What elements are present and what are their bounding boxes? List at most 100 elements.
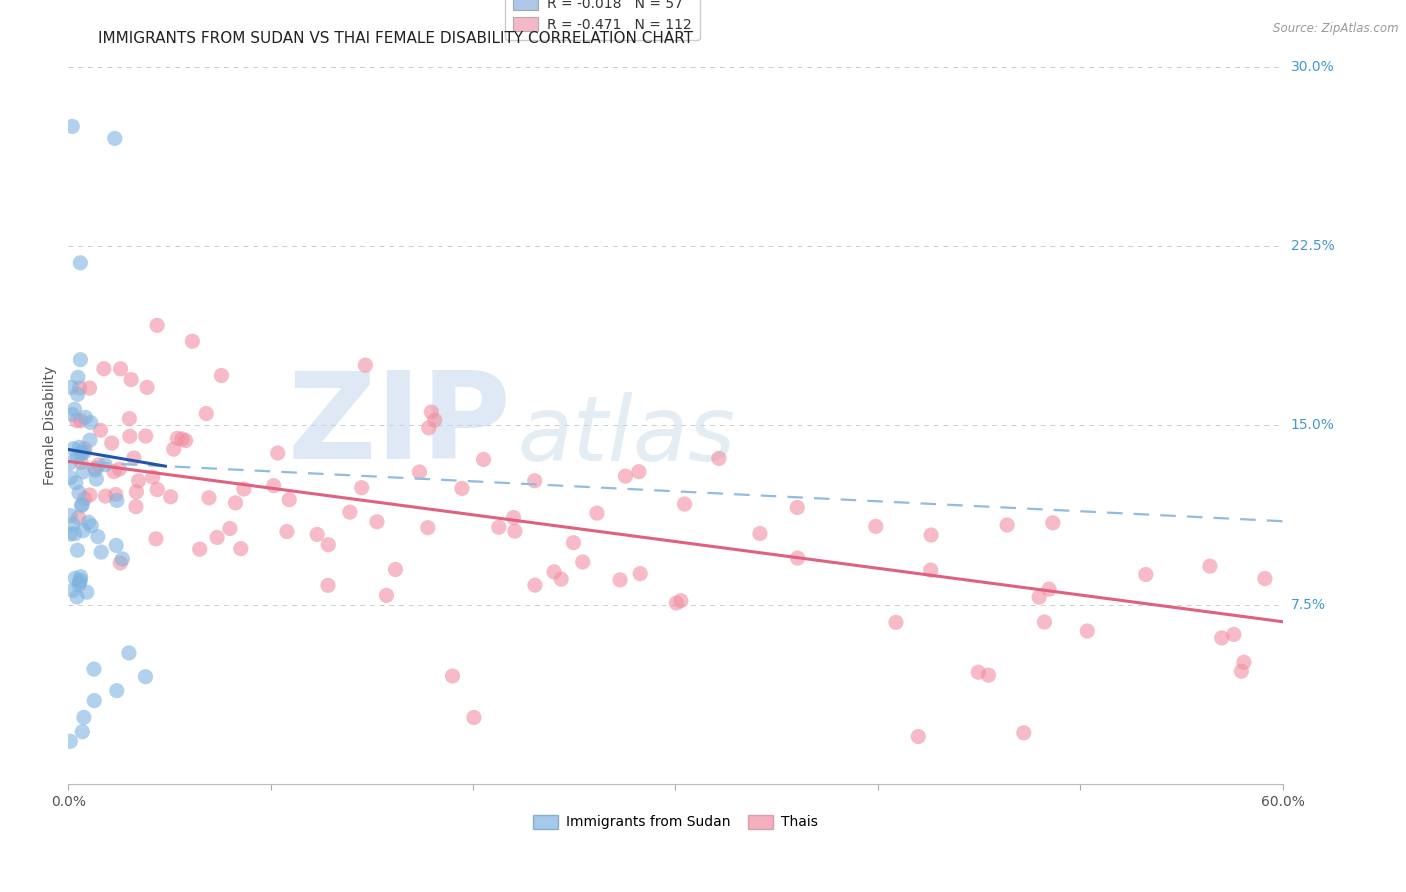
Point [104,131,127,145]
Point [232,482,254,496]
Point [1135,567,1157,582]
Point [669,593,692,607]
Text: atlas: atlas [517,392,735,480]
Point [70,455,93,469]
Text: Source: ZipAtlas.com: Source: ZipAtlas.com [1274,22,1399,36]
Point [69,570,91,584]
Point [72,524,94,538]
Point [100,436,122,450]
Point [571,555,593,569]
Point [94,458,117,472]
Point [59,508,82,523]
Point [136,380,159,394]
Point [375,588,398,602]
Point [211,368,233,383]
Point [1038,582,1060,597]
Point [907,730,929,744]
Point [66,414,89,428]
Point [786,500,808,515]
Text: 15.0%: 15.0% [1291,418,1334,433]
Point [89,423,111,437]
Point [586,506,609,520]
Point [118,429,141,443]
Point [488,520,510,534]
Point [105,493,128,508]
Point [118,646,141,660]
Point [451,482,474,496]
Point [463,710,485,724]
Point [59,527,82,541]
Point [87,458,110,472]
Point [665,596,688,610]
Point [86,472,108,486]
Point [110,556,132,570]
Point [267,446,290,460]
Point [72,724,94,739]
Point [146,483,169,497]
Point [142,470,165,484]
Point [63,402,86,417]
Point [104,487,127,501]
Point [70,414,93,428]
Point [90,545,112,559]
Point [1076,624,1098,638]
Point [977,668,1000,682]
Point [128,474,150,488]
Point [69,574,91,589]
Point [69,352,91,367]
Point [181,334,204,349]
Point [122,450,145,465]
Point [66,450,89,464]
Point [111,552,134,566]
Point [1223,627,1246,641]
Point [66,590,89,604]
Point [118,411,141,425]
Point [366,515,388,529]
Point [66,387,89,401]
Point [73,442,96,456]
Point [70,499,93,513]
Point [562,535,585,549]
Point [472,452,495,467]
Point [166,431,188,445]
Point [1254,572,1277,586]
Point [749,526,772,541]
Point [1012,726,1035,740]
Point [79,381,101,395]
Point [69,381,91,395]
Point [70,445,93,459]
Text: 7.5%: 7.5% [1291,598,1326,612]
Point [195,407,218,421]
Point [75,410,97,425]
Point [103,465,125,479]
Point [884,615,907,630]
Point [63,526,86,541]
Point [614,469,637,483]
Point [73,445,96,459]
Y-axis label: Female Disability: Female Disability [44,366,58,485]
Point [60,120,83,134]
Point [416,521,439,535]
Point [135,429,157,443]
Point [523,578,546,592]
Point [316,538,339,552]
Point [865,519,887,533]
Point [628,566,651,581]
Point [67,577,90,591]
Point [79,488,101,502]
Point [105,683,128,698]
Point [72,497,94,511]
Point [1033,615,1056,629]
Point [550,572,572,586]
Point [72,465,94,479]
Point [673,497,696,511]
Point [408,465,430,479]
Point [145,532,167,546]
Point [205,531,228,545]
Point [276,524,298,539]
Point [420,405,443,419]
Point [67,485,90,500]
Point [503,524,526,538]
Point [69,256,91,270]
Point [339,505,361,519]
